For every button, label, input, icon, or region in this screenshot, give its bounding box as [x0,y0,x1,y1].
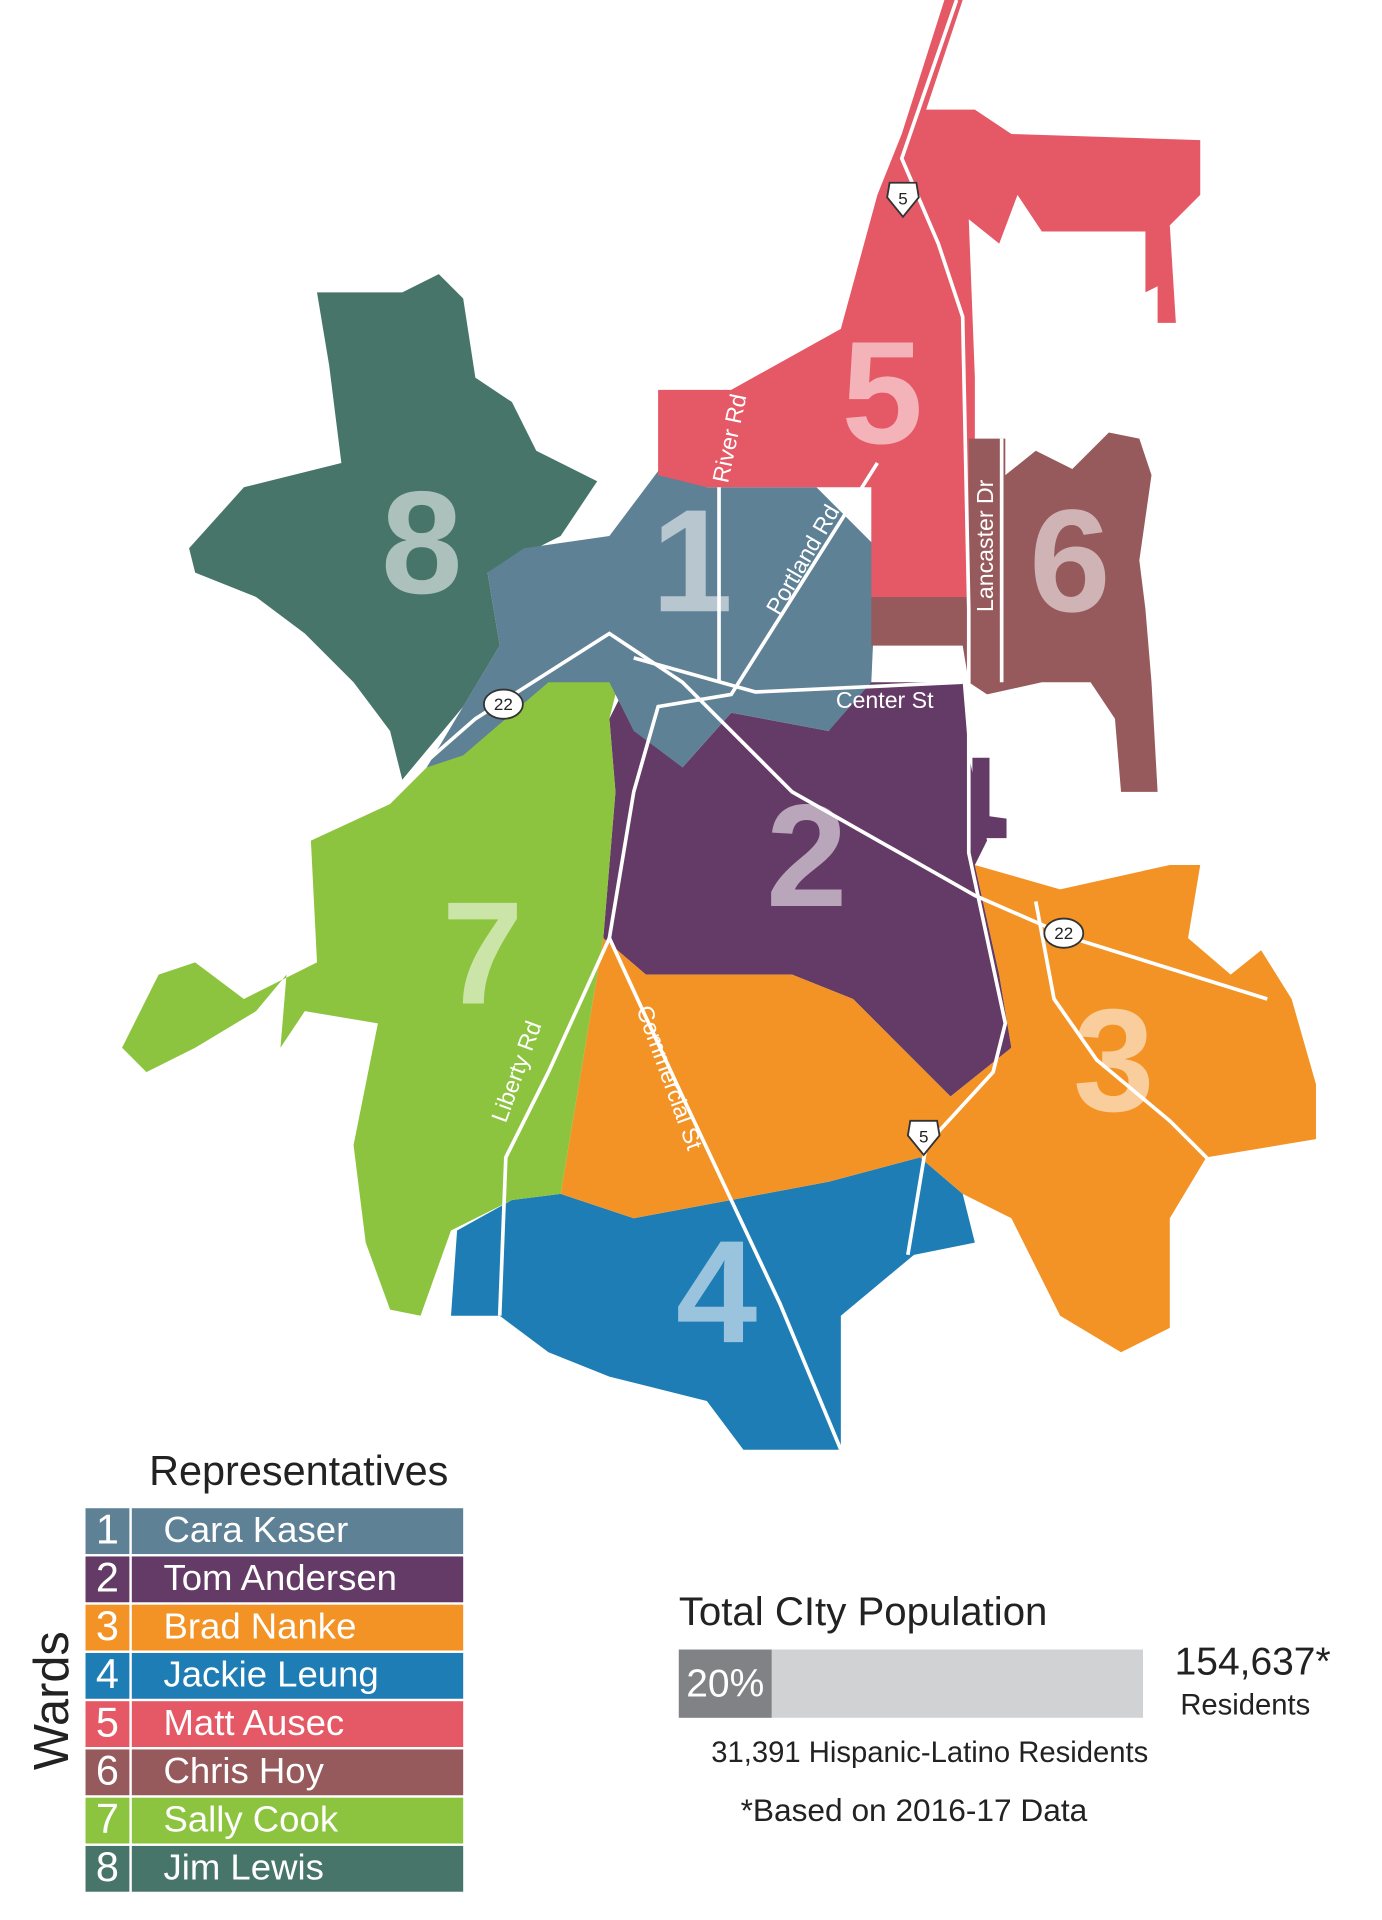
road-label: Lancaster Dr [972,479,998,612]
legend: Representatives Wards 1 Cara Kaser 2 Tom An… [25,1448,464,1892]
ward-number: 1 [652,479,733,642]
legend-number-box [85,1652,130,1699]
population-subgroup: 31,391 Hispanic-Latino Residents [711,1737,1148,1769]
legend-number-box [85,1749,130,1796]
road [633,656,963,694]
legend-name: Chris Hoy [163,1750,324,1791]
legend-name: Tom Andersen [163,1557,397,1598]
highway-shield: 5 [886,181,920,219]
legend-number: 2 [96,1555,119,1601]
ward-area [871,432,1158,792]
legend-number-box [85,1701,130,1748]
ward-number: 8 [381,461,462,624]
ward-number: 4 [676,1210,757,1373]
road [497,937,612,1316]
population-bar [678,1649,772,1718]
shield-shape [886,181,920,219]
legend-number-box [85,1845,130,1892]
legend-number: 7 [96,1796,119,1842]
population-panel: Total CIty Population 154,637* Residents… [678,1589,1331,1828]
legend-name-box [131,1604,464,1651]
roads [425,0,1268,1451]
population-note: *Based on 2016-17 Data [741,1792,1088,1828]
legend-number-box [85,1797,130,1844]
shield-shape [1043,917,1085,949]
legend-number: 5 [96,1699,119,1745]
legend-number: 1 [96,1506,119,1552]
population-total: 154,637* [1175,1640,1331,1683]
legend-number-box [85,1604,130,1651]
legend-name: Matt Ausec [163,1702,344,1743]
ward-number: 2 [766,774,847,937]
ward-number: 6 [1029,479,1110,642]
ward-area [451,1157,975,1450]
population-total-unit: Residents [1180,1690,1310,1722]
highway-shield: 22 [482,688,524,720]
ward-number: 7 [442,871,523,1034]
legend-name-box [131,1797,464,1844]
ward-area [603,682,1012,1097]
legend-name: Cara Kaser [163,1509,348,1550]
ward-area [972,757,1007,839]
legend-title: Representatives [149,1448,448,1494]
legend-name: Brad Nanke [163,1605,356,1646]
ward-area [658,0,1201,597]
legend-name: Jim Lewis [163,1847,323,1888]
shield-shape [482,688,524,720]
road [607,461,879,1451]
legend-name-box [131,1701,464,1748]
legend-side-label: Wards [25,1631,79,1770]
shield-label: 22 [1054,924,1073,943]
legend-number: 8 [96,1844,119,1890]
shield-label: 5 [919,1127,928,1146]
highway-shield: 22 [1043,917,1085,949]
ward-number: 3 [1073,979,1154,1142]
highway-shield: 5 [906,1119,941,1157]
ward-area [122,645,628,1316]
ward-area [560,864,1316,1353]
legend-name-box [131,1556,464,1603]
map: River Rd Portland Rd Lancaster Dr Center… [122,0,1316,1451]
ward-number: 5 [842,311,923,474]
shield-label: 5 [898,189,907,208]
road [899,0,1008,1256]
legend-number-box [85,1508,130,1555]
legend-number: 4 [96,1651,119,1697]
ward-area [189,274,598,780]
shield-label: 22 [494,695,513,714]
legend-number: 6 [96,1748,119,1794]
legend-name-box [131,1845,464,1892]
legend-number: 3 [96,1603,119,1649]
legend-name-box [131,1508,464,1555]
road-label: Center St [836,687,934,713]
road [1033,901,1220,1171]
population-title: Total CIty Population [679,1589,1048,1634]
shield-shape [906,1119,941,1157]
legend-name-box [131,1749,464,1796]
population-percent: 20% [686,1662,764,1705]
legend-number-box [85,1556,130,1603]
legend-name-box [131,1652,464,1699]
legend-name: Sally Cook [163,1798,338,1839]
legend-name: Jackie Leung [163,1654,378,1695]
